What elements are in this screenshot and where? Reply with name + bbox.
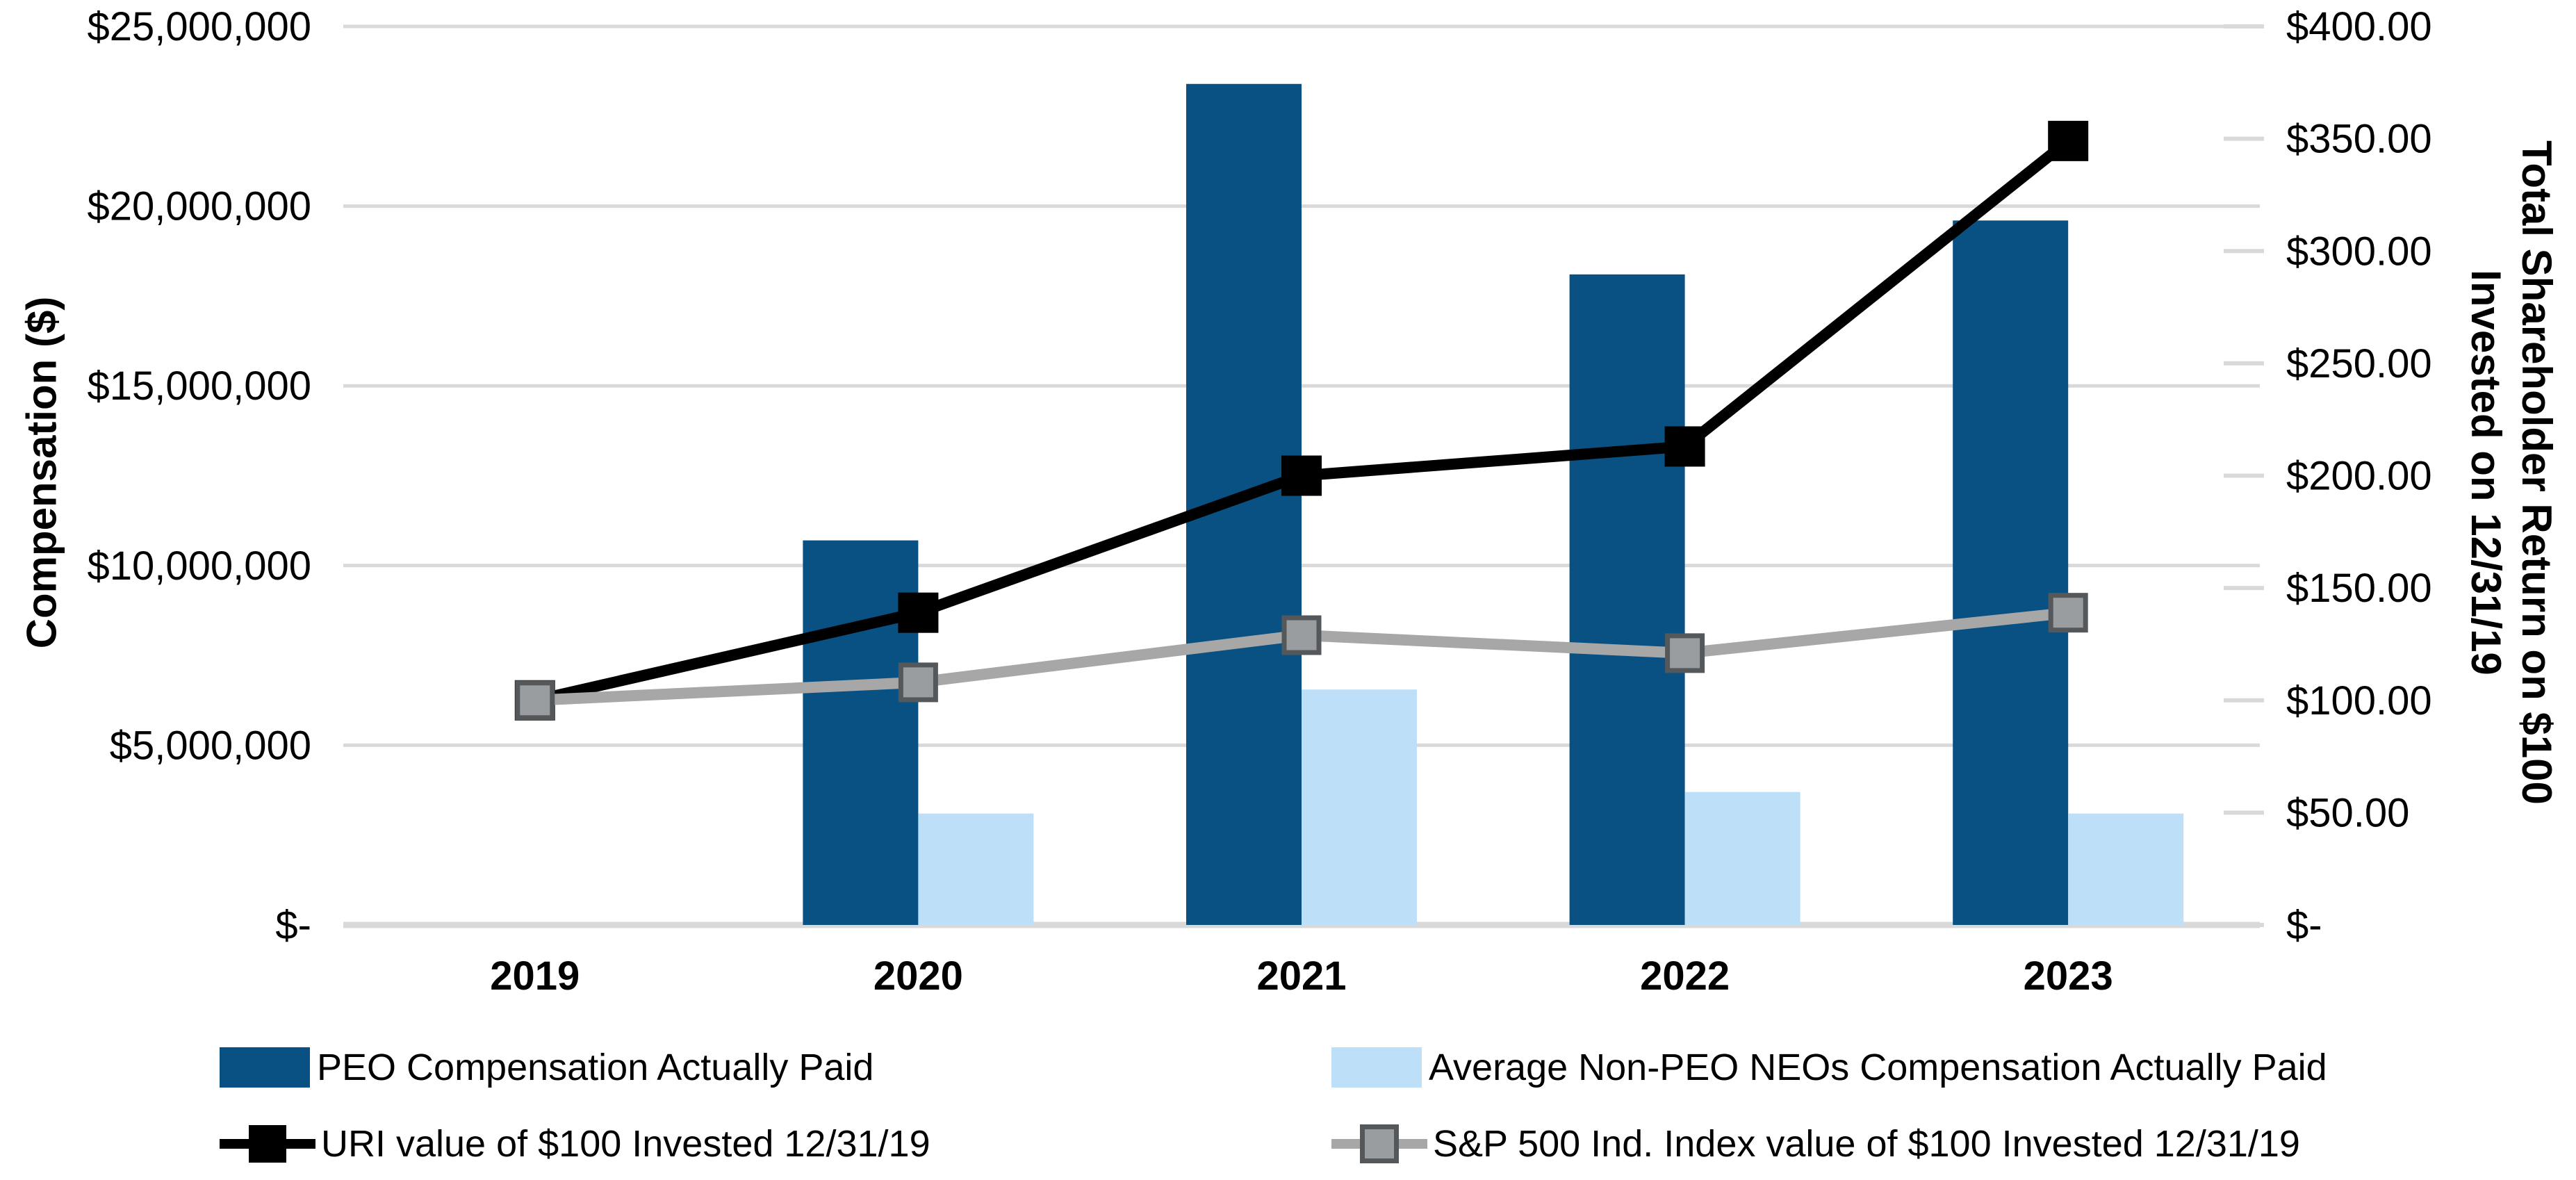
right-axis-tick-label: $200.00 xyxy=(2286,454,2432,499)
marker-uri-2022 xyxy=(1664,426,1705,467)
left-axis-tick-label: $15,000,000 xyxy=(87,363,311,409)
right-axis-tick-label: $300.00 xyxy=(2286,229,2432,274)
bar-nonpeo-2023 xyxy=(2068,813,2184,925)
x-axis-label-2019: 2019 xyxy=(490,953,580,999)
x-axis-label-2022: 2022 xyxy=(1640,953,1730,999)
x-axis-label-2023: 2023 xyxy=(2024,953,2113,999)
marker-sp500-2019 xyxy=(515,680,555,721)
right-axis-tick-label: $350.00 xyxy=(2286,117,2432,162)
right-axis-tick-label: $400.00 xyxy=(2286,4,2432,49)
marker-uri-2023 xyxy=(2048,120,2089,161)
left-axis-tick-label: $- xyxy=(275,903,311,948)
bar-peo-2022 xyxy=(1569,274,1685,925)
bar-peo-2023 xyxy=(1953,220,2069,926)
marker-sp500-2023 xyxy=(2048,593,2088,633)
bar-nonpeo-2022 xyxy=(1684,792,1800,925)
marker-sp500-2020 xyxy=(898,662,938,703)
right-axis-tick-label: $150.00 xyxy=(2286,566,2432,611)
left-axis-tick-label: $10,000,000 xyxy=(87,543,311,589)
left-axis-tick-label: $25,000,000 xyxy=(87,4,311,49)
marker-sp500-2021 xyxy=(1281,615,1322,655)
bar-nonpeo-2021 xyxy=(1302,689,1417,925)
bar-nonpeo-2020 xyxy=(918,813,1034,925)
marker-uri-2020 xyxy=(898,592,939,633)
marker-uri-2021 xyxy=(1281,455,1322,496)
left-axis-tick-label: $20,000,000 xyxy=(87,184,311,229)
right-axis-tick-label: $- xyxy=(2286,903,2322,948)
right-axis-tick-label: $50.00 xyxy=(2286,790,2409,835)
bar-peo-2021 xyxy=(1186,83,1302,926)
x-axis-label-2021: 2021 xyxy=(1256,953,1346,999)
x-axis-label-2020: 2020 xyxy=(873,953,963,999)
left-axis-tick-label: $5,000,000 xyxy=(110,723,311,768)
right-axis-tick-label: $100.00 xyxy=(2286,678,2432,723)
marker-sp500-2022 xyxy=(1665,633,1705,673)
right-axis-tick-label: $250.00 xyxy=(2286,341,2432,386)
